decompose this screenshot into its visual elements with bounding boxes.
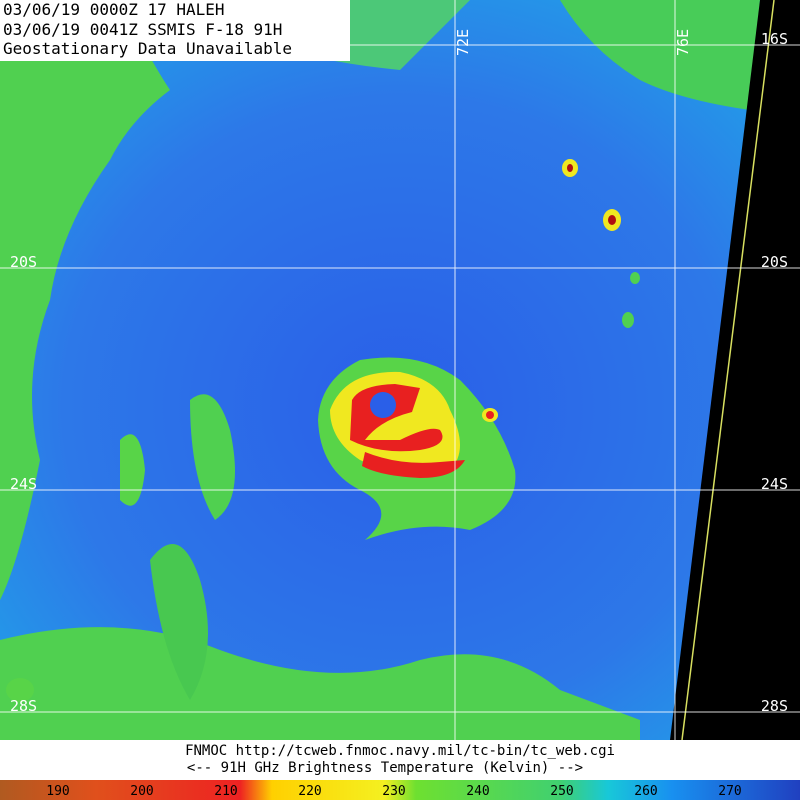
colorbar-label: 270 (718, 784, 741, 799)
header-line: 03/06/19 0000Z 17 HALEH (3, 0, 225, 19)
colorbar-label: 190 (46, 784, 69, 799)
lon-label: 76E (674, 29, 692, 56)
grid (0, 0, 800, 740)
colorbar-label: 200 (130, 784, 153, 799)
lat-label: 16S (761, 30, 788, 48)
lat-label: 28S (10, 697, 37, 715)
colorbar-label: 260 (634, 784, 657, 799)
source-text: FNMOC http://tcweb.fnmoc.navy.mil/tc-bin… (185, 743, 615, 759)
colorbar-label: 220 (298, 784, 321, 799)
header-line: 03/06/19 0041Z SSMIS F-18 91H (3, 20, 282, 39)
lon-label: 72E (454, 29, 472, 56)
colorbar-ticks: 190 200 210 220 230 240 250 260 270 (46, 784, 741, 799)
header-box (0, 0, 350, 61)
legend-title: <-- 91H GHz Brightness Temperature (Kelv… (187, 760, 583, 776)
header-line: Geostationary Data Unavailable (3, 39, 292, 58)
lat-label: 28S (761, 697, 788, 715)
colorbar-label: 250 (550, 784, 573, 799)
colorbar-label: 230 (382, 784, 405, 799)
lat-label: 20S (761, 253, 788, 271)
colorbar-label: 210 (214, 784, 237, 799)
colorbar-label: 240 (466, 784, 489, 799)
lat-label: 24S (10, 475, 37, 493)
imagery (0, 0, 800, 741)
lat-label: 24S (761, 475, 788, 493)
lat-label: 20S (10, 253, 37, 271)
colorbar (0, 780, 800, 800)
